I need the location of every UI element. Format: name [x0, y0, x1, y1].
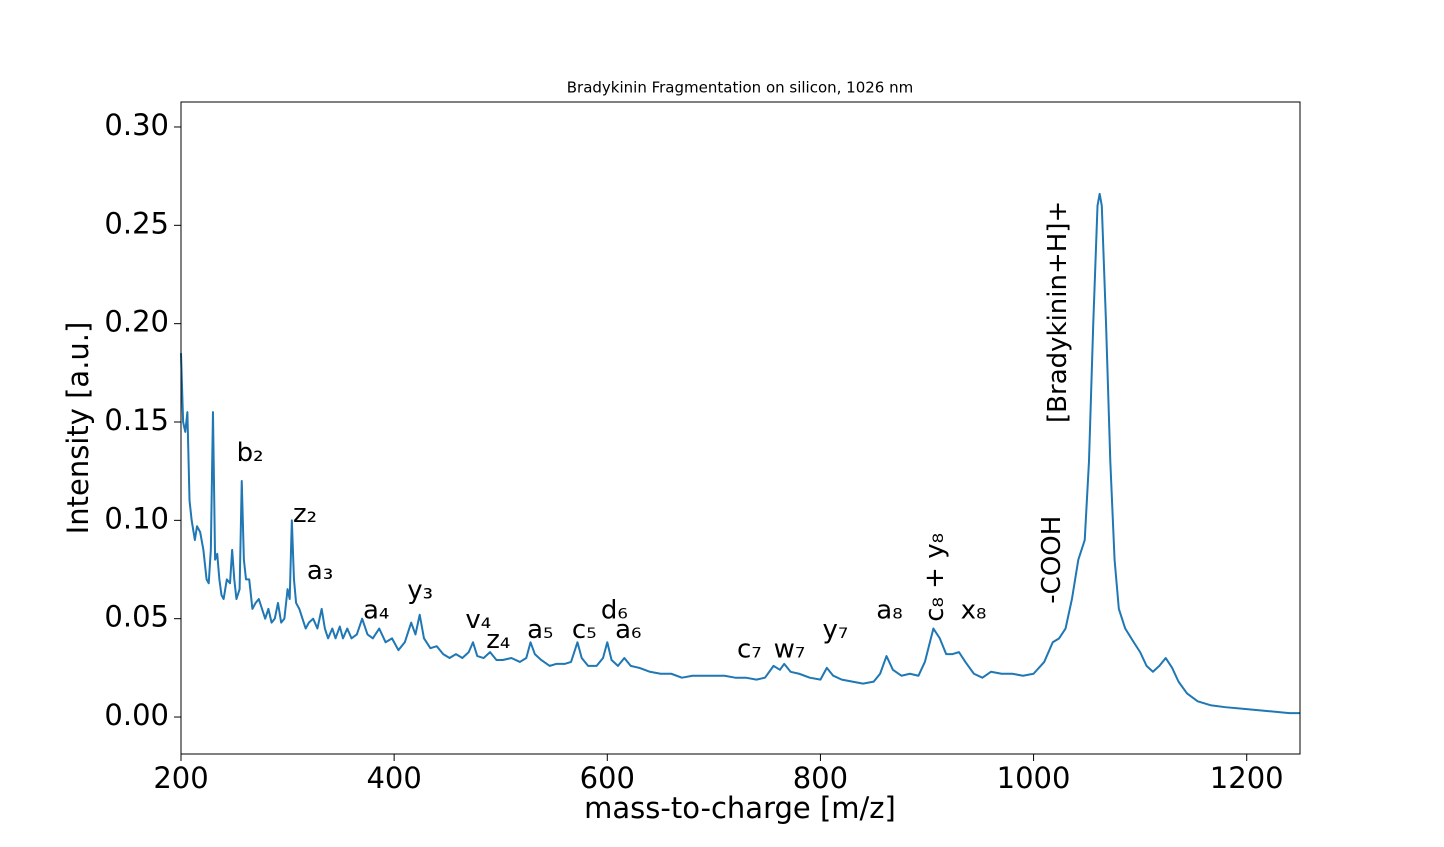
annotation: c₅ [572, 615, 597, 645]
y-tick-label: 0.25 [104, 206, 169, 240]
x-tick-label: 800 [793, 761, 848, 795]
y-tick-label: 0.00 [104, 698, 169, 732]
spectrum-line [180, 192, 1300, 715]
annotation: c₈ + y₈ [920, 533, 950, 622]
annotation: z₂ [293, 499, 317, 529]
annotation: c₇ [737, 635, 762, 665]
y-axis-label: Intensity [a.u.] [61, 322, 95, 535]
annotation: d₆ [601, 595, 628, 625]
annotation: a₄ [363, 595, 389, 625]
annotation: a₅ [527, 615, 553, 645]
x-tick-label: 600 [580, 761, 635, 795]
plot-frame [180, 101, 1301, 755]
y-tick-label: 0.30 [104, 108, 169, 142]
annotation: -COOH [1037, 516, 1067, 604]
x-tick-label: 1200 [1210, 761, 1284, 795]
x-tick-label: 400 [366, 761, 421, 795]
annotation: y₇ [823, 615, 849, 645]
annotation: x₈ [961, 595, 987, 625]
annotation: v₄ [465, 605, 491, 635]
annotation: b₂ [237, 438, 264, 468]
chart-title: Bradykinin Fragmentation on silicon, 102… [567, 79, 914, 97]
y-tick-label: 0.20 [104, 305, 169, 339]
y-tick-label: 0.15 [104, 403, 169, 437]
annotation: a₃ [307, 556, 333, 586]
y-tick-label: 0.05 [104, 600, 169, 634]
x-tick-label: 1000 [997, 761, 1071, 795]
annotation: a₈ [876, 595, 902, 625]
x-axis-label: mass-to-charge [m/z] [584, 791, 896, 825]
annotation: a₆ [615, 615, 641, 645]
annotation: y₃ [407, 576, 433, 606]
annotation: [Bradykinin+H]+ [1043, 201, 1073, 423]
y-tick-label: 0.10 [104, 501, 169, 535]
x-tick-label: 200 [153, 761, 208, 795]
annotation: w₇ [774, 635, 806, 665]
annotation: z₄ [486, 625, 510, 655]
